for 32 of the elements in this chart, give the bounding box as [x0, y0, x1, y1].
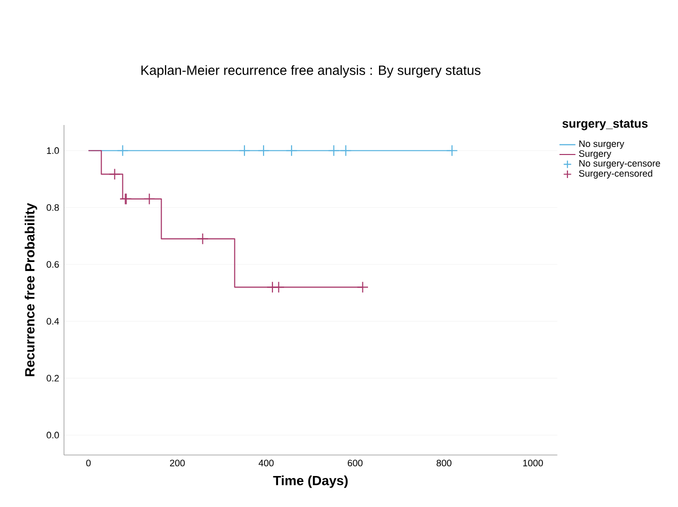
y-tick-label: 0.2 [46, 374, 59, 382]
x-tick-label: 200 [170, 460, 185, 466]
x-tick-label: 600 [348, 460, 363, 466]
point [196, 232, 209, 245]
point [356, 281, 369, 294]
point [116, 144, 129, 156]
y-tick-label: 0.0 [46, 432, 59, 438]
legend-label: Surgery-censored [579, 170, 652, 179]
point [446, 144, 458, 156]
y-axis-title: Recurrence free Probability [24, 203, 38, 376]
point [328, 144, 340, 156]
x-tick-label: 400 [258, 460, 274, 466]
point [272, 281, 285, 294]
y-tick-label: 0.6 [46, 261, 59, 268]
legend-title: surgery_status [562, 120, 648, 130]
y-tick-label: 1.0 [47, 147, 59, 154]
chart-title: Kaplan-Meier recurrence free analysis : By surgery status [141, 65, 480, 78]
x-tick-label: 1000 [523, 460, 543, 466]
y-tick-label: 0.4 [46, 318, 60, 325]
point [238, 144, 250, 156]
x-axis-title: Time (Days) [273, 475, 348, 488]
legend-label: No surgery [579, 140, 624, 149]
legend-label: No surgery-censore [579, 160, 660, 168]
point [108, 168, 121, 180]
point [143, 193, 156, 205]
point [340, 144, 352, 156]
x-tick-label: 800 [436, 460, 452, 466]
legend-label: Surgery [579, 150, 612, 159]
x-tick-label: 0 [86, 460, 91, 466]
y-tick-label: 0.8 [46, 204, 59, 211]
point [258, 144, 270, 156]
point [286, 144, 298, 156]
